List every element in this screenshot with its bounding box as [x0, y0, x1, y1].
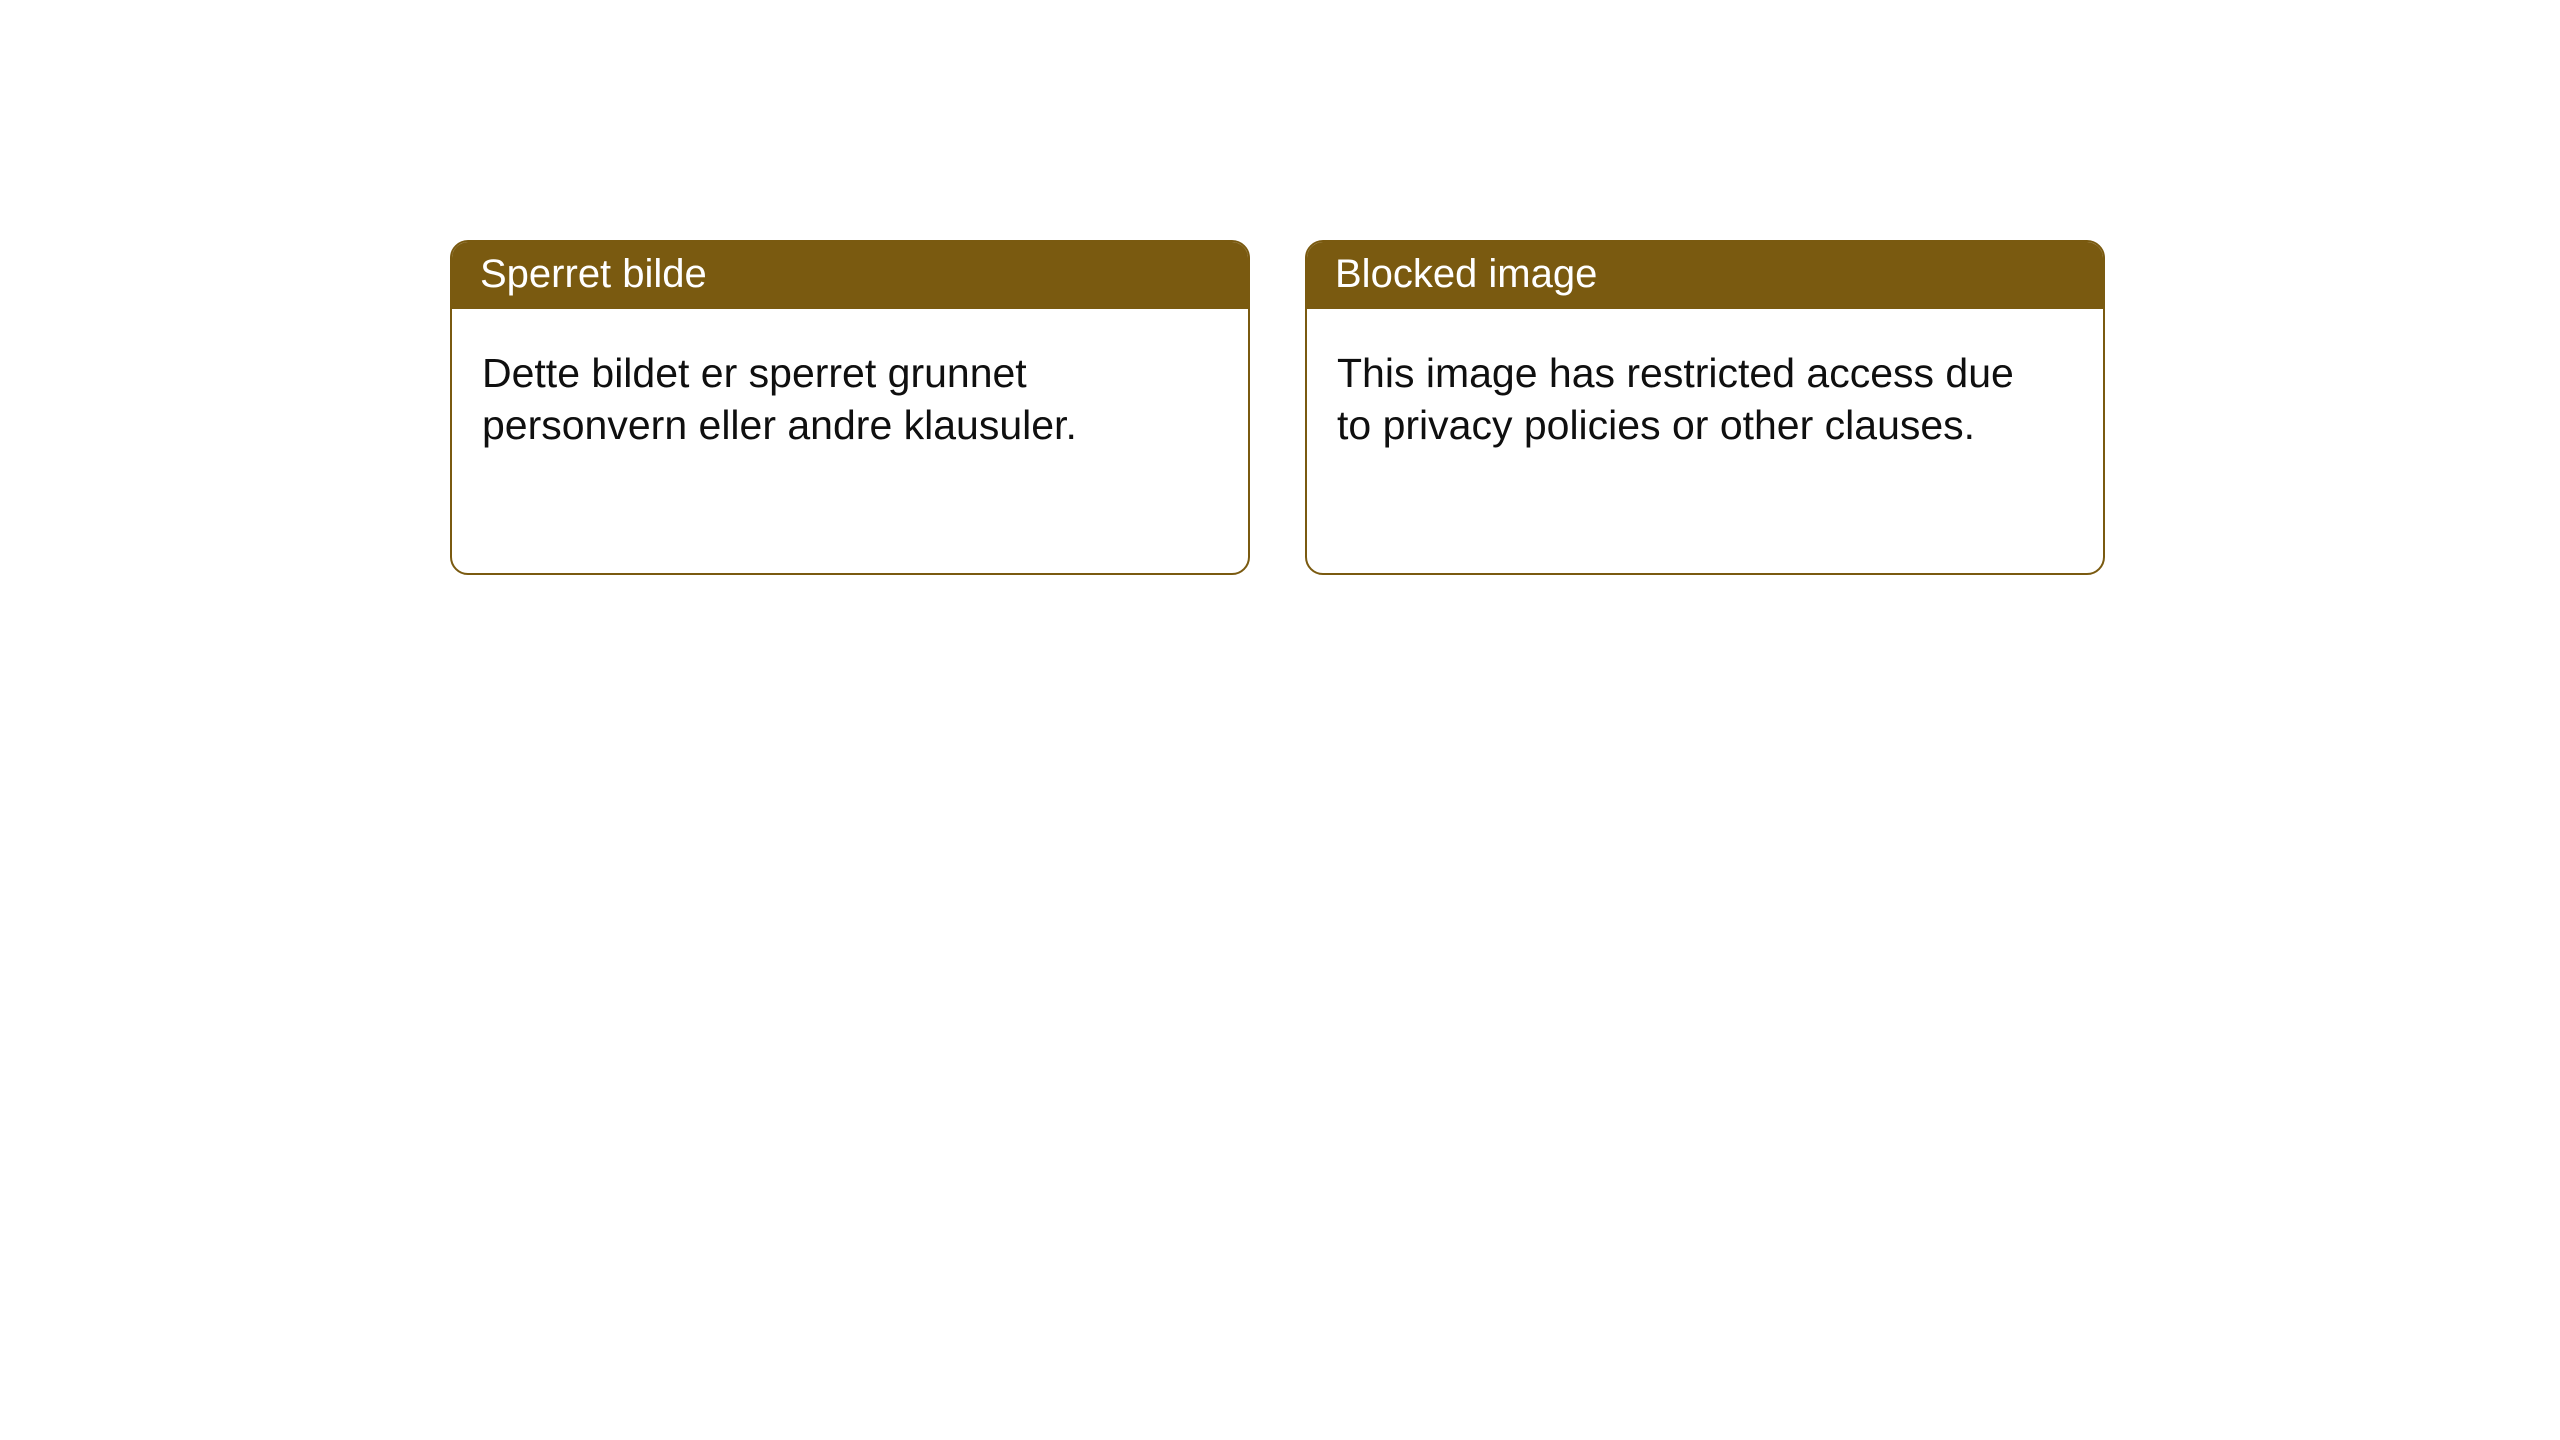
notice-card-body-no: Dette bildet er sperret grunnet personve… — [452, 309, 1192, 490]
notice-card-norwegian: Sperret bilde Dette bildet er sperret gr… — [450, 240, 1250, 575]
notice-card-english: Blocked image This image has restricted … — [1305, 240, 2105, 575]
notice-card-header-en: Blocked image — [1307, 242, 2103, 309]
notice-cards-container: Sperret bilde Dette bildet er sperret gr… — [450, 240, 2560, 575]
notice-card-header-no: Sperret bilde — [452, 242, 1248, 309]
notice-card-body-en: This image has restricted access due to … — [1307, 309, 2047, 490]
